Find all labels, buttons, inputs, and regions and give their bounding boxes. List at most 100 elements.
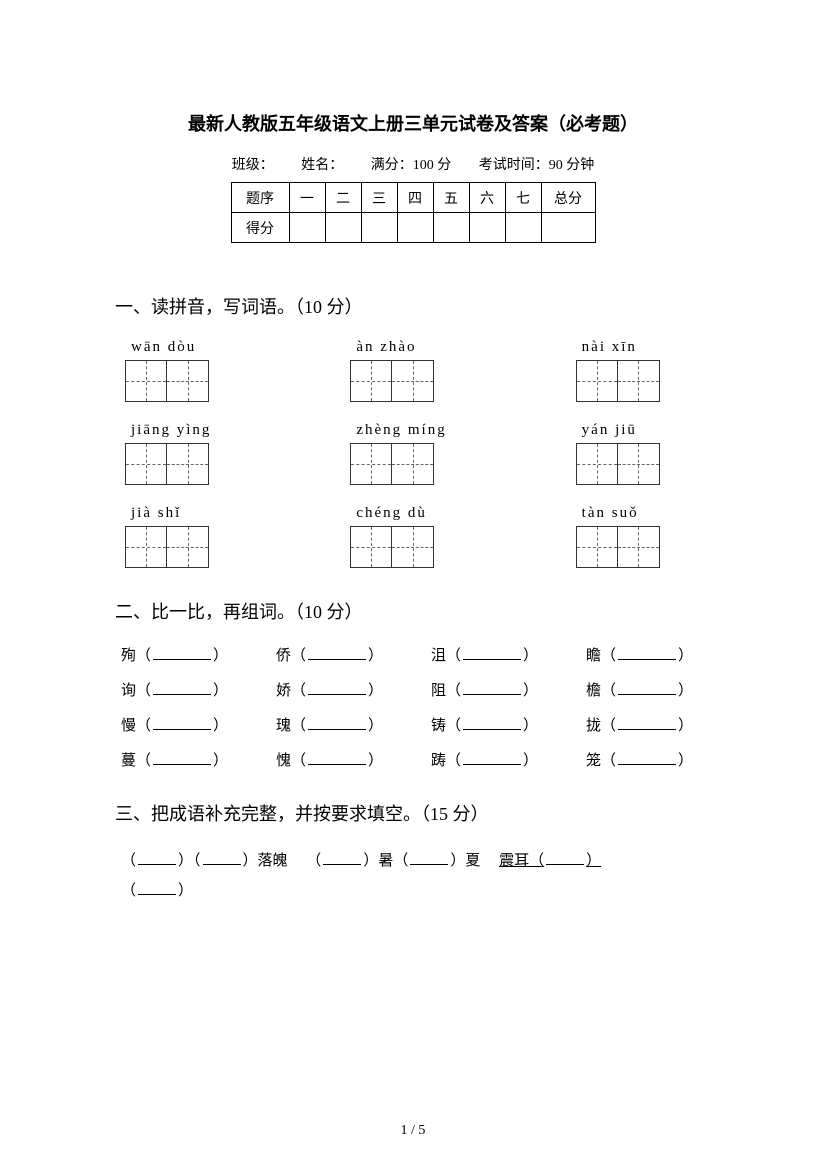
q2-item: 阻（） [431, 679, 556, 700]
blank[interactable] [618, 749, 676, 765]
table-cell-empty [361, 213, 397, 243]
q2-close-paren: ） [213, 749, 228, 770]
blank[interactable] [463, 679, 521, 695]
char-boxes [576, 360, 660, 402]
char-box[interactable] [576, 526, 618, 568]
char-box[interactable] [618, 443, 660, 485]
q2-item: 铸（ ） [431, 714, 556, 735]
char-boxes [350, 526, 434, 568]
q2-close-paren: ） [213, 679, 228, 700]
q2-char: 殉（ [121, 644, 151, 665]
q3-lines: （）（）落魄 （）暑（）夏 震耳（） （） [121, 846, 711, 906]
blank[interactable] [463, 644, 521, 660]
blank[interactable] [153, 644, 211, 660]
q2-close-paren: ） [678, 679, 693, 700]
q3-text-underlined: 震耳（ [499, 853, 544, 869]
q3-text: （ [121, 883, 136, 899]
blank[interactable] [410, 851, 448, 865]
char-box[interactable] [618, 360, 660, 402]
time-label: 考试时间：90 分钟 [479, 158, 595, 173]
blank[interactable] [153, 714, 211, 730]
char-box[interactable] [350, 443, 392, 485]
blank[interactable] [463, 714, 521, 730]
blank[interactable] [308, 749, 366, 765]
char-box[interactable] [576, 443, 618, 485]
q2-item: 踌（ ） [431, 749, 556, 770]
q2-close-paren: ） [368, 679, 383, 700]
table-cell-empty [505, 213, 541, 243]
char-box[interactable] [350, 526, 392, 568]
q2-close-paren: ） [213, 644, 228, 665]
q2-item: 蔓（） [121, 749, 246, 770]
blank[interactable] [618, 679, 676, 695]
page-number: 1 / 5 [0, 1123, 826, 1139]
q3-text: ）夏 [450, 853, 480, 869]
blank[interactable] [138, 851, 176, 865]
table-cell: 六 [469, 183, 505, 213]
blank[interactable] [323, 851, 361, 865]
char-box[interactable] [392, 360, 434, 402]
score-table: 题序 一 二 三 四 五 六 七 总分 得分 [231, 182, 596, 243]
pinyin-label: yán jiū [576, 422, 637, 439]
q2-char: 拢（ [586, 714, 616, 735]
char-box[interactable] [167, 443, 209, 485]
blank[interactable] [153, 679, 211, 695]
q2-char: 询（ [121, 679, 151, 700]
char-box[interactable] [350, 360, 392, 402]
pinyin-label: àn zhào [350, 339, 416, 356]
table-cell: 四 [397, 183, 433, 213]
q2-char: 踌（ [431, 749, 461, 770]
blank[interactable] [463, 749, 521, 765]
q2-item: 询（ ） [121, 679, 246, 700]
q2-item: 瑰（） [276, 714, 401, 735]
table-cell-empty [541, 213, 595, 243]
char-box[interactable] [125, 526, 167, 568]
pinyin-label: tàn suǒ [576, 505, 639, 522]
pinyin-item: tàn suǒ [576, 505, 711, 568]
char-box[interactable] [125, 360, 167, 402]
blank[interactable] [618, 644, 676, 660]
q2-char: 铸（ [431, 714, 461, 735]
pinyin-item: jiāng yìng [125, 422, 260, 485]
char-box[interactable] [392, 443, 434, 485]
char-box[interactable] [576, 360, 618, 402]
char-boxes [576, 443, 660, 485]
char-box[interactable] [618, 526, 660, 568]
q2-item: 瞻（） [586, 644, 711, 665]
blank[interactable] [308, 644, 366, 660]
table-cell-empty [325, 213, 361, 243]
pinyin-item: chéng dù [350, 505, 485, 568]
char-boxes [125, 360, 209, 402]
q2-row: 询（）娇（）阻（）檐（） [121, 679, 711, 700]
char-box[interactable] [392, 526, 434, 568]
blank[interactable] [138, 881, 176, 895]
blank[interactable] [153, 749, 211, 765]
blank[interactable] [203, 851, 241, 865]
q2-item: 殉（ ） [121, 644, 246, 665]
char-box[interactable] [167, 526, 209, 568]
q2-close-paren: ） [523, 714, 538, 735]
blank[interactable] [308, 714, 366, 730]
char-box[interactable] [167, 360, 209, 402]
q2-char: 愧（ [276, 749, 306, 770]
q2-char: 瞻（ [586, 644, 616, 665]
q2-item: 拢（） [586, 714, 711, 735]
char-box[interactable] [125, 443, 167, 485]
blank[interactable] [618, 714, 676, 730]
q2-char: 檐（ [586, 679, 616, 700]
q2-char: 瑰（ [276, 714, 306, 735]
q2-item: 慢（） [121, 714, 246, 735]
blank[interactable] [308, 679, 366, 695]
q2-close-paren: ） [523, 749, 538, 770]
info-row: 班级： 姓名： 满分：100 分 考试时间：90 分钟 [115, 154, 711, 174]
section-2-heading: 二、比一比，再组词。（10 分） [115, 598, 711, 624]
blank[interactable] [546, 851, 584, 865]
q2-item: 愧（） [276, 749, 401, 770]
q3-text: ）落魄 [243, 853, 288, 869]
q2-char: 慢（ [121, 714, 151, 735]
table-cell: 七 [505, 183, 541, 213]
q2-item: 笼（） [586, 749, 711, 770]
name-label: 姓名： [301, 158, 343, 173]
q2-rows: 殉（）侨（）沮（）瞻（）询（）娇（）阻（）檐（）慢（）瑰（）铸（）拢（）蔓（）愧… [121, 644, 711, 770]
table-cell-header: 题序 [231, 183, 289, 213]
